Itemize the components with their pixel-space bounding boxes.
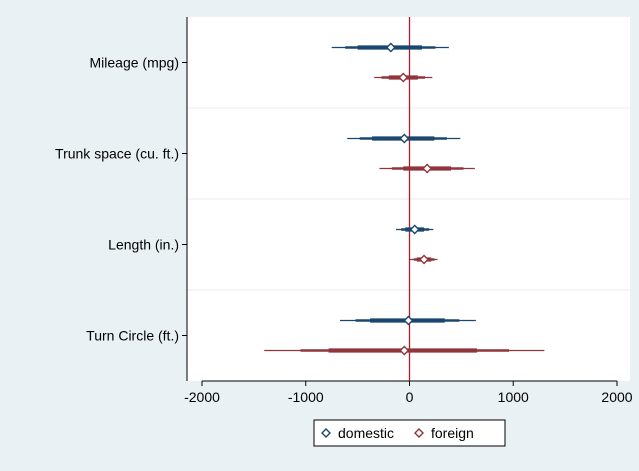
estimate-marker-foreign-mileage-mpg bbox=[398, 72, 409, 83]
y-tick-label-mileage-mpg: Mileage (mpg) bbox=[90, 55, 179, 71]
legend-label-foreign: foreign bbox=[431, 425, 474, 441]
legend-box bbox=[313, 419, 506, 447]
x-tick-label: 2000 bbox=[601, 389, 632, 405]
estimate-marker-domestic-trunk-space-cu-ft bbox=[399, 133, 410, 144]
x-tick-label: -2000 bbox=[184, 389, 220, 405]
estimate-marker-foreign-turn-circle-ft bbox=[399, 345, 410, 356]
legend-marker-domestic bbox=[321, 428, 331, 438]
estimate-marker-domestic-turn-circle-ft bbox=[403, 315, 414, 326]
series-domestic bbox=[331, 42, 476, 326]
estimate-marker-domestic-length-in bbox=[409, 224, 420, 235]
legend-marker-foreign bbox=[414, 428, 424, 438]
x-tick-label: 0 bbox=[406, 389, 414, 405]
grid-layer bbox=[187, 107, 630, 291]
y-tick-label-turn-circle-ft: Turn Circle (ft.) bbox=[86, 328, 179, 344]
series-foreign bbox=[264, 72, 545, 356]
x-tick-label: -1000 bbox=[288, 389, 324, 405]
axis-layer: Mileage (mpg) Trunk space (cu. ft.) Length… bbox=[55, 17, 633, 405]
x-tick-label: 1000 bbox=[498, 389, 529, 405]
estimate-marker-domestic-mileage-mpg bbox=[385, 42, 396, 53]
estimate-marker-foreign-length-in bbox=[419, 254, 430, 265]
series-layer bbox=[264, 42, 545, 356]
y-tick-label-length-in: Length (in.) bbox=[108, 237, 179, 253]
legend: domestic foreign bbox=[313, 419, 506, 447]
legend-label-domestic: domestic bbox=[338, 425, 394, 441]
y-tick-label-trunk-space-cu-ft: Trunk space (cu. ft.) bbox=[55, 146, 179, 162]
estimate-marker-foreign-trunk-space-cu-ft bbox=[422, 163, 433, 174]
